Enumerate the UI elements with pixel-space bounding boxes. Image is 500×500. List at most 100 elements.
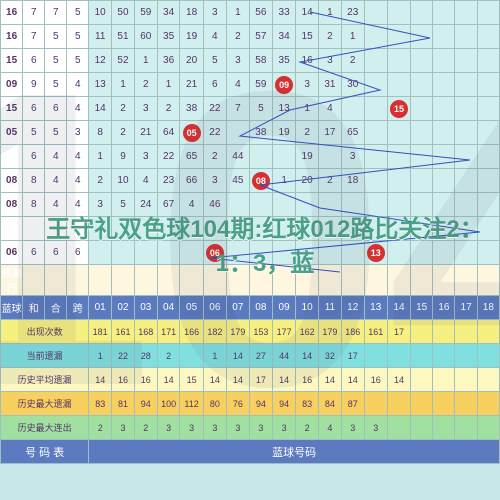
summary-row: 出现次数181161168171166182179153177162179186… (1, 320, 500, 344)
trend-cell: 15 (296, 25, 319, 49)
summary-cell: 14 (157, 368, 180, 392)
row-stat: 5 (45, 73, 67, 97)
footer-row: 号 码 表蓝球号码 (1, 440, 500, 464)
summary-cell: 3 (112, 416, 135, 440)
trend-cell: 31 (319, 73, 342, 97)
summary-cell (180, 344, 203, 368)
summary-cell: 2 (134, 416, 157, 440)
summary-cell: 87 (341, 392, 364, 416)
red-ball: 05 (183, 124, 201, 142)
row-blue-draw: 16 (1, 1, 23, 25)
trend-cell (364, 145, 387, 169)
trend-row: 088442104236634508120218 (1, 169, 500, 193)
trend-cell (477, 1, 499, 25)
summary-cell: 80 (203, 392, 226, 416)
trend-cell: 1 (112, 73, 135, 97)
row-blue-draw: 08 (1, 193, 23, 217)
trend-cell: 44 (226, 145, 249, 169)
row-stat: 6 (23, 145, 45, 169)
trend-row: 09954131212164590933130 (1, 73, 500, 97)
trend-cell: 64 (157, 121, 180, 145)
summary-row: 当前遗漏1222821142744143217 (1, 344, 500, 368)
summary-cell: 100 (157, 392, 180, 416)
trend-cell: 14 (296, 1, 319, 25)
trend-cell: 23 (157, 169, 180, 193)
summary-cell: 14 (341, 368, 364, 392)
summary-cell (433, 344, 455, 368)
summary-cell (364, 344, 387, 368)
trend-cell: 2 (296, 121, 319, 145)
header-left: 和 (23, 296, 45, 320)
row-blue-draw: 08 (1, 169, 23, 193)
trend-cell: 60 (134, 25, 157, 49)
trend-cell (477, 121, 499, 145)
header-num: 10 (296, 296, 319, 320)
summary-cell (387, 344, 410, 368)
summary-cell: 1 (89, 344, 112, 368)
summary-cell: 166 (180, 320, 203, 344)
trend-cell (387, 25, 410, 49)
trend-cell: 2 (226, 25, 249, 49)
summary-cell: 2 (296, 416, 319, 440)
row-stat: 4 (67, 97, 89, 121)
header-num: 14 (387, 296, 410, 320)
trend-cell: 1 (157, 73, 180, 97)
trend-cell: 3 (134, 97, 157, 121)
summary-cell: 14 (89, 368, 112, 392)
summary-cell (477, 392, 499, 416)
summary-cell: 27 (249, 344, 272, 368)
summary-cell (433, 368, 455, 392)
trend-cell (433, 121, 455, 145)
trend-cell: 2 (157, 97, 180, 121)
trend-cell: 38 (180, 97, 203, 121)
trend-cell (272, 145, 295, 169)
trend-cell (364, 49, 387, 73)
trend-cell: 19 (272, 121, 295, 145)
summary-cell: 16 (296, 368, 319, 392)
summary-label: 历史最大连出 (1, 416, 89, 440)
trend-cell: 19 (180, 25, 203, 49)
header-num: 08 (249, 296, 272, 320)
summary-cell: 2 (89, 416, 112, 440)
summary-cell: 17 (387, 320, 410, 344)
trend-cell (477, 97, 499, 121)
summary-cell: 94 (134, 392, 157, 416)
trend-row: 156551252136205358351632 (1, 49, 500, 73)
trend-cell: 10 (89, 1, 112, 25)
summary-cell: 14 (203, 368, 226, 392)
trend-cell: 1 (89, 145, 112, 169)
footer-right: 蓝球号码 (89, 440, 500, 464)
trend-cell: 65 (341, 121, 364, 145)
summary-row: 历史最大连出2323333332433 (1, 416, 500, 440)
row-stat: 5 (67, 25, 89, 49)
summary-cell (433, 416, 455, 440)
red-ball: 08 (252, 172, 270, 190)
trend-cell: 6 (203, 73, 226, 97)
trend-cell: 59 (134, 1, 157, 25)
trend-cell: 59 (249, 73, 272, 97)
headline-overlay: 王守礼双色球104期:红球012路比关注2：1：3，蓝 (40, 205, 490, 288)
trend-cell: 4 (319, 97, 342, 121)
trend-cell: 16 (296, 49, 319, 73)
trend-cell (455, 145, 477, 169)
summary-cell: 44 (272, 344, 295, 368)
trend-cell: 1 (341, 25, 364, 49)
trend-cell (364, 169, 387, 193)
summary-cell: 84 (319, 392, 342, 416)
trend-cell: 50 (112, 1, 135, 25)
trend-cell (455, 1, 477, 25)
summary-cell: 15 (180, 368, 203, 392)
trend-cell: 58 (249, 49, 272, 73)
header-row: 蓝球和合跨01020304050607080910111213141516171… (1, 296, 500, 320)
trend-cell: 2 (341, 49, 364, 73)
summary-cell (411, 344, 433, 368)
row-stat: 6 (45, 97, 67, 121)
trend-cell (364, 121, 387, 145)
row-stat: 5 (23, 121, 45, 145)
summary-cell (477, 368, 499, 392)
summary-cell: 161 (364, 320, 387, 344)
prediction-label: 预测行 (1, 265, 23, 296)
summary-cell (411, 368, 433, 392)
trend-cell (433, 49, 455, 73)
trend-cell (455, 25, 477, 49)
